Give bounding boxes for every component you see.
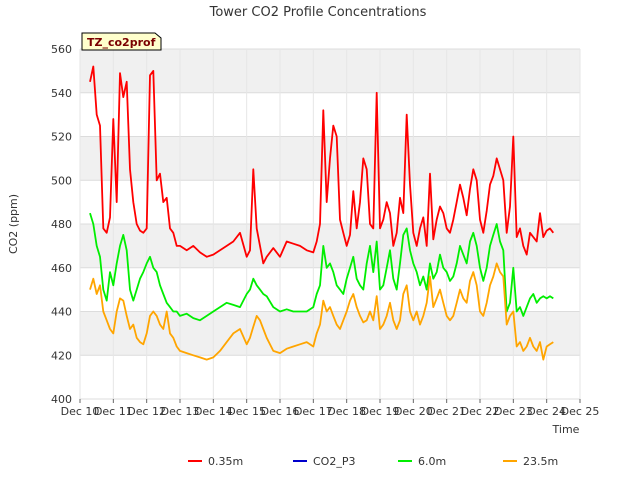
x-tick-label: Dec 25 bbox=[561, 405, 600, 418]
y-axis-ticks: 400 420 440 460 480 500 520 540 560 bbox=[51, 43, 72, 406]
y-tick-label: 440 bbox=[51, 306, 72, 319]
x-axis-label: Time bbox=[552, 423, 580, 436]
x-tick-label: Dec 22 bbox=[461, 405, 500, 418]
badge-label: TZ_co2prof bbox=[87, 36, 156, 49]
background-band bbox=[80, 267, 580, 312]
x-tick-label: Dec 20 bbox=[394, 405, 433, 418]
x-tick-label: Dec 14 bbox=[194, 405, 233, 418]
x-tick-label: Dec 24 bbox=[527, 405, 566, 418]
series-lines bbox=[89, 65, 555, 361]
x-tick-label: Dec 17 bbox=[294, 405, 333, 418]
background-band bbox=[80, 49, 580, 93]
x-tick-label: Dec 12 bbox=[127, 405, 166, 418]
background-band bbox=[80, 92, 580, 137]
x-tick-label: Dec 19 bbox=[361, 405, 400, 418]
y-axis-label: CO2 (ppm) bbox=[7, 194, 20, 254]
x-tick-label: Dec 18 bbox=[327, 405, 366, 418]
station-badge: TZ_co2prof bbox=[81, 32, 162, 51]
x-tick-label: Dec 23 bbox=[494, 405, 533, 418]
background-band bbox=[80, 224, 580, 268]
y-tick-label: 460 bbox=[51, 262, 72, 275]
x-tick-label: Dec 15 bbox=[227, 405, 266, 418]
background-band bbox=[80, 311, 580, 356]
series-line-6.0m bbox=[89, 212, 554, 322]
legend-label: CO2_P3 bbox=[313, 455, 355, 468]
y-tick-label: 400 bbox=[51, 393, 72, 406]
x-tick-label: Dec 16 bbox=[261, 405, 300, 418]
y-tick-label: 540 bbox=[51, 87, 72, 100]
legend-label: 6.0m bbox=[418, 455, 446, 468]
legend-label: 23.5m bbox=[523, 455, 558, 468]
legend-label: 0.35m bbox=[208, 455, 243, 468]
background-band bbox=[80, 355, 580, 399]
chart-title: Tower CO2 Profile Concentrations bbox=[209, 5, 427, 20]
x-tick-label: Dec 11 bbox=[94, 405, 133, 418]
y-tick-label: 420 bbox=[51, 349, 72, 362]
y-tick-label: 560 bbox=[51, 43, 72, 56]
x-tick-label: Dec 21 bbox=[427, 405, 466, 418]
x-tick-label: Dec 10 bbox=[61, 405, 100, 418]
series-line-23.5m bbox=[89, 262, 554, 361]
series-line-0.35m bbox=[89, 65, 555, 265]
y-tick-label: 500 bbox=[51, 174, 72, 187]
legend: 0.35m CO2_P3 6.0m 23.5m bbox=[188, 455, 558, 468]
y-tick-label: 480 bbox=[51, 218, 72, 231]
badge-shape bbox=[81, 32, 162, 51]
y-tick-label: 520 bbox=[51, 131, 72, 144]
x-tick-label: Dec 13 bbox=[161, 405, 200, 418]
